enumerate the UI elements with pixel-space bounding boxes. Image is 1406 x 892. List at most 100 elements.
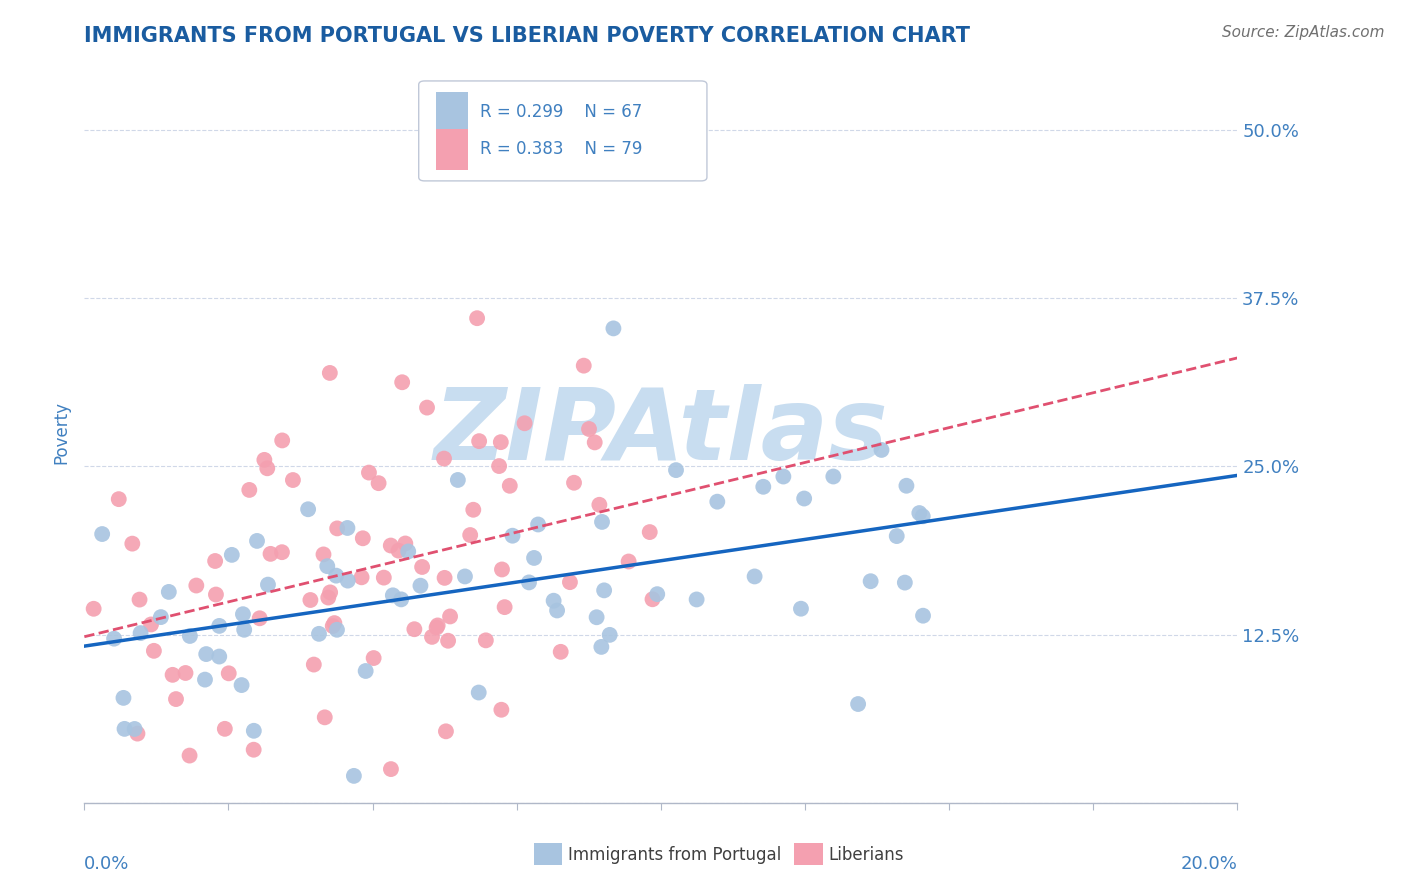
Point (685, 592, 707, 607)
Point (578, 422, 600, 436)
Point (706, 494, 728, 508)
Point (157, 585, 180, 599)
Point (502, 529, 524, 543)
Text: IMMIGRANTS FROM PORTUGAL VS LIBERIAN POVERTY CORRELATION CHART: IMMIGRANTS FROM PORTUGAL VS LIBERIAN POV… (84, 26, 970, 45)
Point (297, 502, 319, 516)
Point (221, 548, 243, 562)
Point (411, 560, 433, 574)
Point (257, 577, 280, 591)
Point (323, 616, 346, 631)
Point (186, 578, 208, 592)
Point (256, 461, 278, 475)
Point (572, 359, 595, 373)
Point (112, 690, 135, 705)
Point (242, 742, 264, 756)
Point (550, 645, 572, 659)
Point (271, 545, 294, 559)
Point (638, 524, 661, 539)
Point (316, 591, 339, 605)
Point (447, 473, 470, 487)
Point (194, 673, 217, 687)
Point (489, 435, 512, 450)
Point (468, 434, 491, 449)
Point (426, 618, 449, 632)
Point (103, 632, 125, 646)
Point (617, 554, 640, 568)
Point (772, 469, 794, 483)
Point (357, 466, 380, 480)
Point (179, 748, 201, 763)
Point (121, 536, 143, 550)
Point (517, 575, 540, 590)
Point (859, 574, 882, 589)
Point (129, 626, 152, 640)
Point (336, 521, 359, 535)
Point (494, 600, 516, 615)
Text: R = 0.383    N = 79: R = 0.383 N = 79 (479, 140, 643, 159)
Point (299, 593, 322, 607)
Point (599, 628, 621, 642)
Point (433, 571, 456, 585)
Point (367, 476, 389, 491)
Point (593, 583, 616, 598)
Point (591, 515, 613, 529)
FancyBboxPatch shape (436, 92, 468, 133)
Point (246, 533, 269, 548)
Point (319, 585, 342, 599)
Point (896, 479, 918, 493)
Text: 20.0%: 20.0% (1181, 855, 1237, 872)
Point (409, 579, 432, 593)
Point (846, 697, 869, 711)
Point (271, 434, 294, 448)
Point (162, 668, 184, 682)
Point (302, 657, 325, 672)
Point (583, 435, 606, 450)
Text: Source: ZipAtlas.com: Source: ZipAtlas.com (1222, 25, 1385, 40)
Point (308, 627, 330, 641)
Point (179, 629, 201, 643)
Point (908, 506, 931, 520)
Point (396, 544, 419, 558)
Point (352, 531, 374, 545)
Point (253, 453, 276, 467)
Point (238, 483, 260, 497)
Point (316, 559, 339, 574)
Text: Liberians: Liberians (828, 846, 904, 863)
Point (790, 601, 813, 615)
Point (454, 569, 477, 583)
Point (499, 479, 522, 493)
Point (214, 722, 236, 736)
Point (319, 366, 342, 380)
Point (894, 575, 917, 590)
Point (488, 458, 510, 473)
Y-axis label: Poverty: Poverty (52, 401, 70, 464)
Point (523, 550, 546, 565)
Point (416, 401, 439, 415)
Point (205, 588, 228, 602)
Point (744, 569, 766, 583)
Text: ZIPAtlas: ZIPAtlas (433, 384, 889, 481)
Point (83, 601, 105, 615)
Point (911, 608, 934, 623)
Point (380, 539, 402, 553)
Point (665, 463, 688, 477)
Point (546, 603, 568, 617)
Text: Immigrants from Portugal: Immigrants from Portugal (568, 846, 782, 863)
Point (465, 311, 488, 326)
Point (354, 664, 377, 678)
Point (585, 610, 607, 624)
Point (645, 587, 668, 601)
Point (437, 633, 460, 648)
Point (475, 633, 498, 648)
Point (312, 548, 335, 562)
Point (562, 475, 585, 490)
Point (394, 536, 416, 550)
Point (373, 571, 395, 585)
Point (491, 703, 513, 717)
Point (641, 592, 664, 607)
FancyBboxPatch shape (419, 81, 707, 181)
Point (343, 769, 366, 783)
Point (204, 554, 226, 568)
Point (911, 509, 934, 524)
Point (591, 640, 613, 654)
